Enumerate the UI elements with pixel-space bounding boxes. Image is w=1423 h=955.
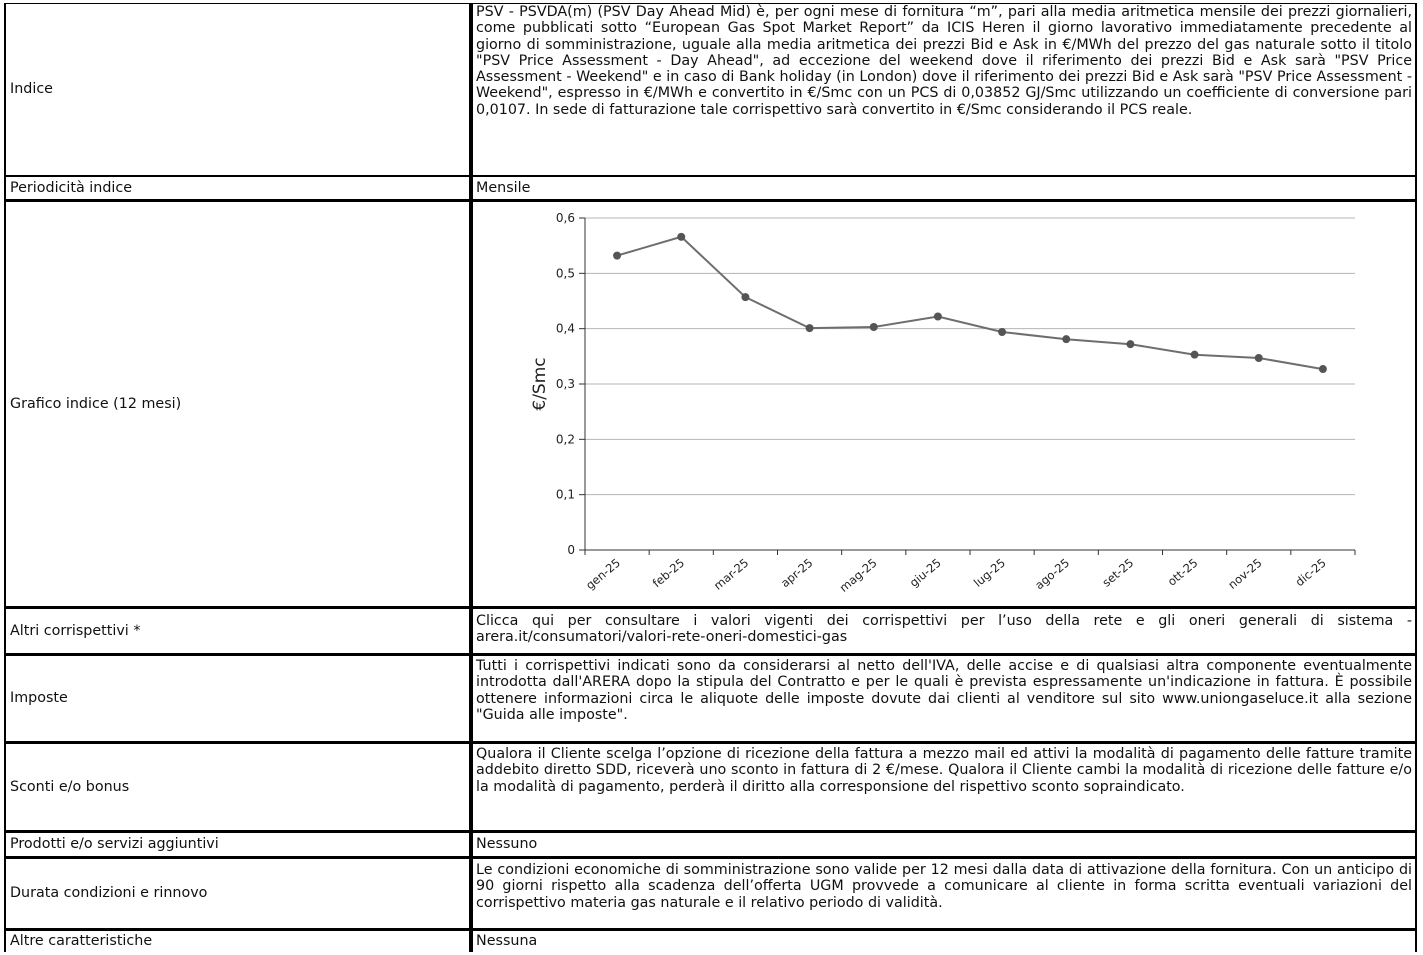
row-grafico: Grafico indice (12 mesi) 0 0,1 0,2 0,3 0,4 0,… bbox=[4, 202, 1417, 606]
indice-text: PSV - PSVDA(m) (PSV Day Ahead Mid) è, pe… bbox=[476, 4, 1412, 118]
data-point bbox=[741, 293, 750, 302]
x-tick-label: lug-25 bbox=[971, 556, 1008, 590]
row-label: Grafico indice (12 mesi) bbox=[6, 202, 469, 606]
data-point bbox=[1190, 350, 1199, 359]
x-tick-label: mar-25 bbox=[711, 556, 751, 593]
row-value: Tutti i corrispettivi indicati sono da c… bbox=[473, 656, 1415, 741]
imposte-text: Tutti i corrispettivi indicati sono da c… bbox=[476, 658, 1412, 723]
y-tick-label: 0,1 bbox=[556, 488, 575, 502]
x-tick-label: nov-25 bbox=[1225, 556, 1264, 592]
y-tick-label: 0,2 bbox=[556, 432, 575, 446]
row-label: Altre caratteristiche bbox=[6, 931, 469, 952]
row-label: Prodotti e/o servizi aggiuntivi bbox=[6, 833, 469, 856]
data-point bbox=[998, 327, 1007, 336]
row-value: Nessuna bbox=[473, 931, 1415, 952]
row-periodicita: Periodicità indice Mensile bbox=[4, 177, 1417, 199]
x-tick-label: dic-25 bbox=[1293, 556, 1329, 590]
row-altri-corrispettivi: Altri corrispettivi * Clicca qui per con… bbox=[4, 609, 1417, 653]
row-value: Le condizioni economiche di somministraz… bbox=[473, 859, 1415, 928]
row-value: Mensile bbox=[473, 177, 1415, 199]
x-tick-label: gen-25 bbox=[583, 556, 623, 593]
altri-link-text[interactable]: Clicca qui per consultare i valori vigen… bbox=[476, 613, 1412, 646]
data-point bbox=[933, 312, 942, 321]
y-axis-title: €/Smc bbox=[530, 357, 550, 410]
data-point bbox=[677, 232, 686, 241]
durata-text: Le condizioni economiche di somministraz… bbox=[476, 862, 1412, 911]
row-label: Sconti e/o bonus bbox=[6, 744, 469, 830]
x-tick-label: giu-25 bbox=[907, 556, 944, 590]
row-value: PSV - PSVDA(m) (PSV Day Ahead Mid) è, pe… bbox=[473, 4, 1415, 175]
row-imposte: Imposte Tutti i corrispettivi indicati s… bbox=[4, 656, 1417, 741]
y-tick-label: 0,6 bbox=[556, 211, 575, 225]
y-tick-label: 0,5 bbox=[556, 266, 575, 280]
row-indice: Indice PSV - PSVDA(m) (PSV Day Ahead Mid… bbox=[4, 4, 1417, 175]
chart-area: 0 0,1 0,2 0,3 0,4 0,5 0,6 gen-25 feb-25 mar-25 apr… bbox=[473, 202, 1415, 606]
x-tick-label: ott-25 bbox=[1165, 556, 1201, 589]
row-label: Indice bbox=[6, 4, 469, 175]
data-point bbox=[1126, 340, 1135, 349]
row-label: Periodicità indice bbox=[6, 177, 469, 199]
row-value: Nessuno bbox=[473, 833, 1415, 856]
y-tick-label: 0,3 bbox=[556, 377, 575, 391]
row-prodotti: Prodotti e/o servizi aggiuntivi Nessuno bbox=[4, 833, 1417, 856]
x-tick-label: feb-25 bbox=[650, 556, 688, 591]
data-point bbox=[1062, 335, 1071, 344]
data-point bbox=[805, 324, 814, 333]
row-value: Qualora il Cliente scelga l’opzione di r… bbox=[473, 744, 1415, 830]
row-label: Durata condizioni e rinnovo bbox=[6, 859, 469, 928]
conditions-table: Indice PSV - PSVDA(m) (PSV Day Ahead Mid… bbox=[4, 3, 1417, 952]
x-tick-label: ago-25 bbox=[1032, 556, 1072, 593]
row-label: Altri corrispettivi * bbox=[6, 609, 469, 653]
row-durata: Durata condizioni e rinnovo Le condizion… bbox=[4, 859, 1417, 928]
x-tick-label: apr-25 bbox=[778, 556, 815, 591]
row-value[interactable]: Clicca qui per consultare i valori vigen… bbox=[473, 609, 1415, 653]
y-tick-label: 0 bbox=[567, 543, 575, 557]
row-altre-caratteristiche: Altre caratteristiche Nessuna bbox=[4, 931, 1417, 952]
data-point bbox=[1318, 365, 1327, 374]
row-label: Imposte bbox=[6, 656, 469, 741]
x-tick-label: mag-25 bbox=[837, 556, 880, 595]
series-line bbox=[616, 235, 1324, 371]
x-tick-label: set-25 bbox=[1099, 556, 1136, 590]
row-sconti: Sconti e/o bonus Qualora il Cliente scel… bbox=[4, 744, 1417, 830]
data-point bbox=[613, 251, 622, 260]
data-point bbox=[869, 323, 878, 332]
index-line-chart: 0 0,1 0,2 0,3 0,4 0,5 0,6 gen-25 feb-25 mar-25 apr… bbox=[530, 211, 1356, 595]
data-point bbox=[1254, 353, 1263, 362]
sconti-text: Qualora il Cliente scelga l’opzione di r… bbox=[476, 746, 1412, 795]
y-tick-label: 0,4 bbox=[556, 322, 575, 336]
